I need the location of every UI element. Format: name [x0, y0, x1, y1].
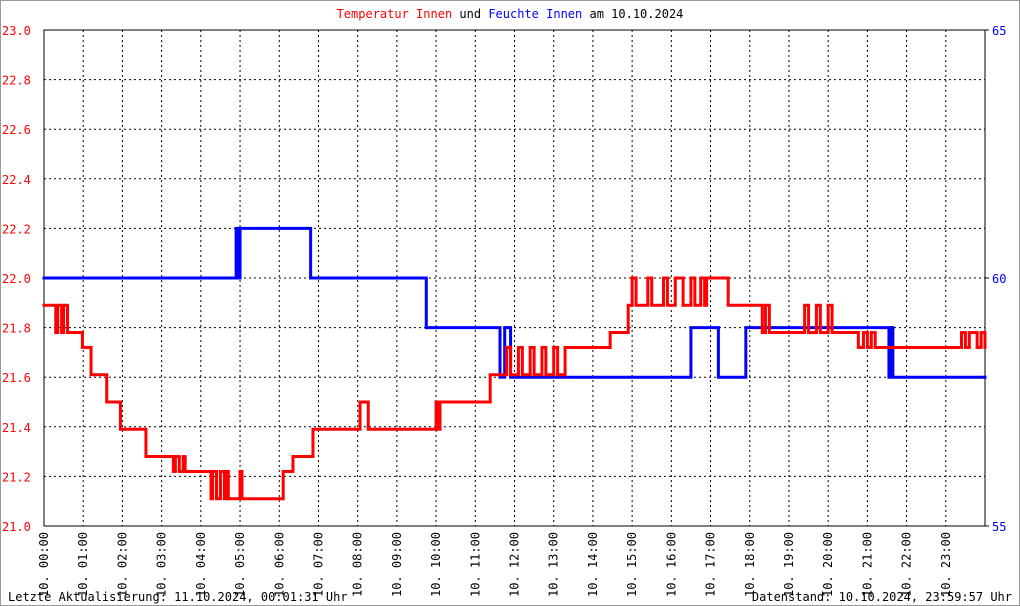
x-tick-label: 10. 15:00: [625, 532, 639, 597]
y2-tick-label: 65: [992, 24, 1006, 38]
x-tick-label: 10. 04:00: [194, 532, 208, 597]
x-tick-label: 10. 05:00: [233, 532, 247, 597]
x-tick-label: 10. 09:00: [390, 532, 404, 597]
x-tick-label: 10. 16:00: [664, 532, 678, 597]
x-tick-label: 10. 03:00: [155, 532, 169, 597]
chart-title: Temperatur Innen und Feuchte Innen am 10…: [337, 7, 684, 21]
x-tick-label: 10. 12:00: [508, 532, 522, 597]
y2-tick-label: 60: [992, 272, 1006, 286]
x-tick-label: 10. 20:00: [821, 532, 835, 597]
plot-area: 21.0 21.2 21.4 21.6 21.8 22.0 22.2 22.4 22.6 22.8…: [2, 24, 1006, 597]
y-tick-label: 21.2: [2, 470, 31, 484]
x-tick-label: 10. 14:00: [586, 532, 600, 597]
title-series-2: Feuchte Innen: [488, 7, 582, 21]
x-tick-label: 10. 00:00: [37, 532, 51, 597]
title-date: am 10.10.2024: [589, 7, 683, 21]
y-tick-label: 21.6: [2, 371, 31, 385]
x-tick-label: 10. 13:00: [547, 532, 561, 597]
title-series-1: Temperatur Innen: [337, 7, 453, 21]
footer-left: Letzte Aktualisierung: 11.10.2024, 00:01…: [8, 590, 348, 604]
y-tick-label: 22.6: [2, 123, 31, 137]
x-tick-label: 10. 18:00: [743, 532, 757, 597]
title-joiner: und: [459, 7, 481, 21]
y-tick-label: 21.0: [2, 520, 31, 534]
x-tick-label: 10. 11:00: [468, 532, 482, 597]
x-tick-label: 10. 01:00: [76, 532, 90, 597]
y-tick-label: 22.0: [2, 272, 31, 286]
x-tick-label: 10. 06:00: [272, 532, 286, 597]
x-tick-label: 10. 10:00: [429, 532, 443, 597]
x-tick-label: 10. 22:00: [900, 532, 914, 597]
footer-right: Datenstand: 10.10.2024, 23:59:57 Uhr: [752, 590, 1012, 604]
y-tick-label: 22.8: [2, 74, 31, 88]
y-tick-label: 22.2: [2, 222, 31, 236]
x-tick-label: 10. 07:00: [311, 532, 325, 597]
x-tick-label: 10. 19:00: [782, 532, 796, 597]
x-tick-label: 10. 21:00: [860, 532, 874, 597]
x-tick-label: 10. 17:00: [704, 532, 718, 597]
x-tick-label: 10. 08:00: [351, 532, 365, 597]
x-tick-label: 10. 23:00: [939, 532, 953, 597]
y-tick-label: 23.0: [2, 24, 31, 38]
y2-tick-label: 55: [992, 520, 1006, 534]
y-tick-label: 21.4: [2, 421, 31, 435]
y-tick-label: 21.8: [2, 322, 31, 336]
x-tick-label: 10. 02:00: [115, 532, 129, 597]
y-tick-label: 22.4: [2, 173, 31, 187]
